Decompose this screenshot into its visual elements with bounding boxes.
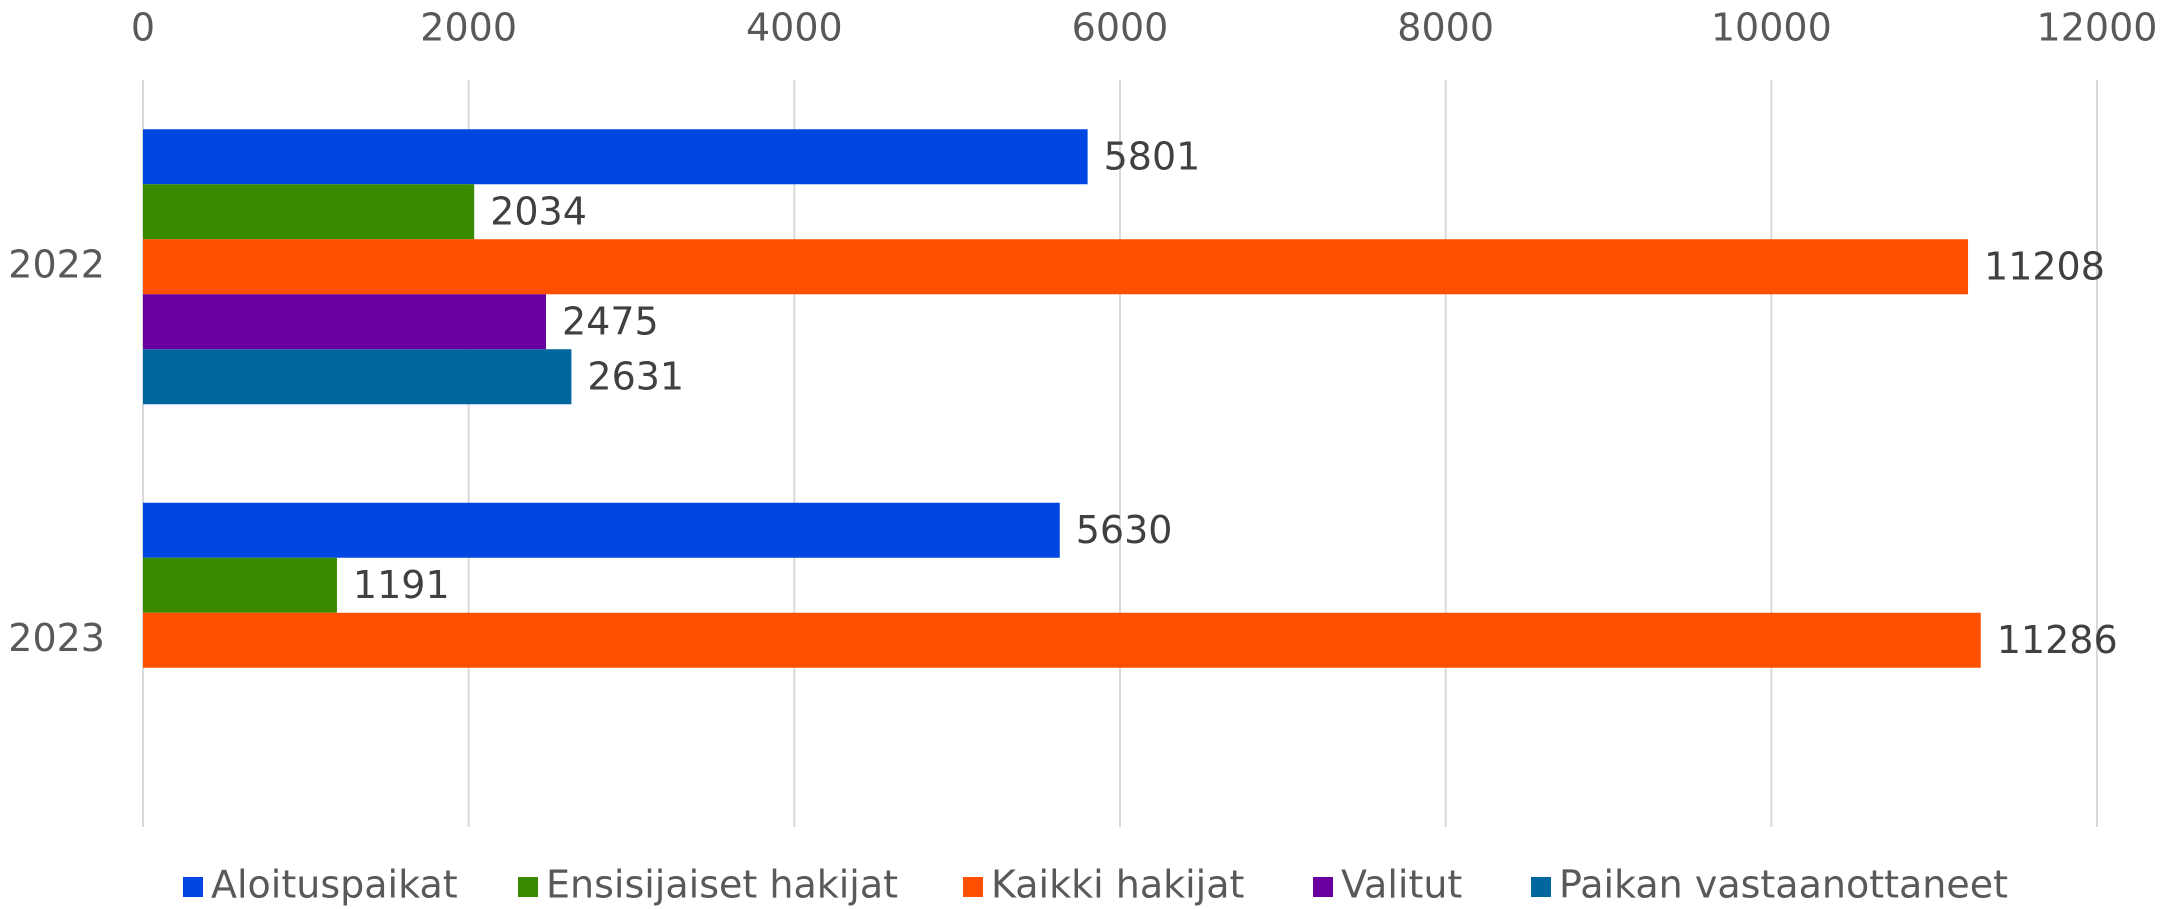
value-label: 2631: [587, 354, 684, 398]
y-tick-label: 2022: [8, 242, 105, 286]
value-label: 2475: [562, 299, 659, 343]
value-label: 5630: [1076, 508, 1173, 552]
legend-swatch: [183, 877, 203, 897]
x-tick-label: 0: [131, 6, 155, 50]
value-label: 5801: [1104, 134, 1201, 178]
value-label: 11208: [1984, 244, 2105, 288]
bar: [143, 294, 547, 350]
bar: [143, 184, 475, 240]
x-tick-label: 6000: [1072, 6, 1169, 50]
value-label: 2034: [490, 189, 587, 233]
x-tick-label: 8000: [1397, 6, 1494, 50]
legend-swatch: [518, 877, 538, 897]
value-label: 11286: [1997, 618, 2118, 662]
x-tick-label: 2000: [420, 6, 517, 50]
x-tick-label: 10000: [1711, 6, 1832, 50]
x-tick-label: 12000: [2037, 6, 2158, 50]
bar: [143, 557, 337, 613]
legend-swatch: [963, 877, 983, 897]
legend-label: Ensisijaiset hakijat: [546, 863, 898, 907]
value-label: 1191: [353, 563, 450, 607]
legend-label: Valitut: [1341, 863, 1462, 907]
bar: [143, 129, 1088, 185]
bar: [143, 239, 1969, 295]
legend-label: Kaikki hakijat: [991, 863, 1244, 907]
legend-label: Paikan vastaanottaneet: [1559, 863, 2008, 907]
legend-swatch: [1531, 877, 1551, 897]
x-tick-label: 4000: [746, 6, 843, 50]
y-tick-label: 2023: [8, 616, 105, 660]
bar: [143, 349, 572, 405]
bar: [143, 612, 1981, 668]
legend-label: Aloituspaikat: [211, 863, 458, 907]
bar: [143, 502, 1060, 558]
legend-swatch: [1313, 877, 1333, 897]
